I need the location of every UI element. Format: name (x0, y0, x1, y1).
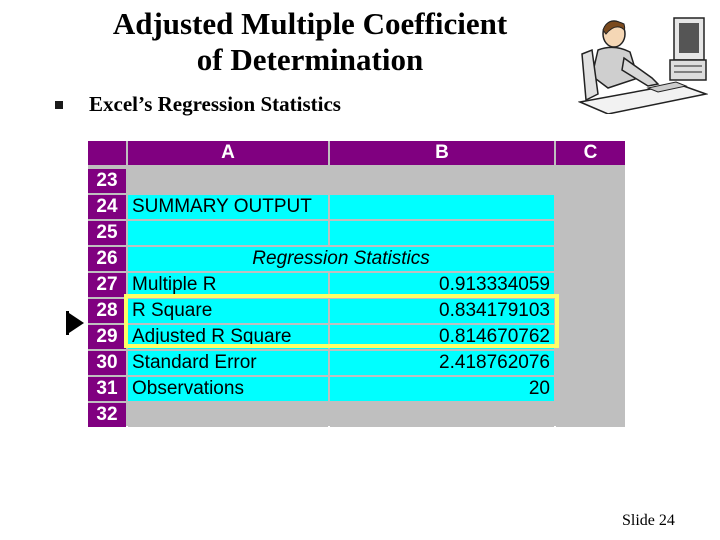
cell-b31[interactable]: 20 (330, 377, 554, 401)
cell-b27[interactable]: 0.913334059 (330, 273, 554, 297)
row-header-24[interactable]: 24 (88, 195, 126, 219)
slide-title: Adjusted Multiple Coefficient of Determi… (100, 6, 520, 78)
regression-statistics-heading[interactable]: Regression Statistics (128, 247, 554, 271)
cell-c32[interactable] (556, 403, 625, 427)
cell-c27[interactable] (556, 273, 625, 297)
cell-a27[interactable]: Multiple R (128, 273, 328, 297)
bullet-text: Excel’s Regression Statistics (89, 91, 341, 116)
row-header-30[interactable]: 30 (88, 351, 126, 375)
cell-a25[interactable] (128, 221, 328, 245)
cell-c31[interactable] (556, 377, 625, 401)
column-header-c[interactable]: C (556, 141, 625, 165)
column-header-a[interactable]: A (128, 141, 328, 165)
header-corner (88, 141, 126, 165)
row-header-23[interactable]: 23 (88, 169, 126, 193)
square-bullet-icon (55, 101, 63, 109)
row-header-26[interactable]: 26 (88, 247, 126, 271)
cell-a24[interactable]: SUMMARY OUTPUT (128, 195, 328, 219)
spreadsheet: A B C 23 24 SUMMARY OUTPUT 25 26 Regression Stat… (88, 141, 625, 427)
row-header-28[interactable]: 28 (88, 299, 126, 323)
cell-c30[interactable] (556, 351, 625, 375)
row-header-32[interactable]: 32 (88, 403, 126, 427)
row-header-29[interactable]: 29 (88, 325, 126, 349)
cell-c24[interactable] (556, 195, 625, 219)
cell-c25[interactable] (556, 221, 625, 245)
cell-b30[interactable]: 2.418762076 (330, 351, 554, 375)
cell-b28[interactable]: 0.834179103 (330, 299, 554, 323)
slide-title-line-1: Adjusted Multiple Coefficient (112, 6, 508, 41)
cell-a29[interactable]: Adjusted R Square (128, 325, 328, 349)
cell-a32[interactable] (128, 403, 328, 427)
cell-c28[interactable] (556, 299, 625, 323)
cell-c23[interactable] (556, 169, 625, 193)
slide-number: Slide 24 (622, 512, 675, 529)
slide-title-line-2: of Determination (196, 42, 424, 77)
cell-b24[interactable] (330, 195, 554, 219)
row-header-25[interactable]: 25 (88, 221, 126, 245)
cell-b23[interactable] (330, 169, 554, 193)
cell-a31[interactable]: Observations (128, 377, 328, 401)
cell-c26[interactable] (556, 247, 625, 271)
cell-a28[interactable]: R Square (128, 299, 328, 323)
row-header-27[interactable]: 27 (88, 273, 126, 297)
row-header-31[interactable]: 31 (88, 377, 126, 401)
column-header-b[interactable]: B (330, 141, 554, 165)
cell-b29[interactable]: 0.814670762 (330, 325, 554, 349)
cell-c29[interactable] (556, 325, 625, 349)
person-at-computer-icon (578, 17, 708, 114)
bullet-item: Excel’s Regression Statistics (55, 92, 341, 116)
pointer-arrow-icon (66, 311, 84, 335)
cell-b32[interactable] (330, 403, 554, 427)
cell-a23[interactable] (128, 169, 328, 193)
cell-b25[interactable] (330, 221, 554, 245)
cell-a30[interactable]: Standard Error (128, 351, 328, 375)
